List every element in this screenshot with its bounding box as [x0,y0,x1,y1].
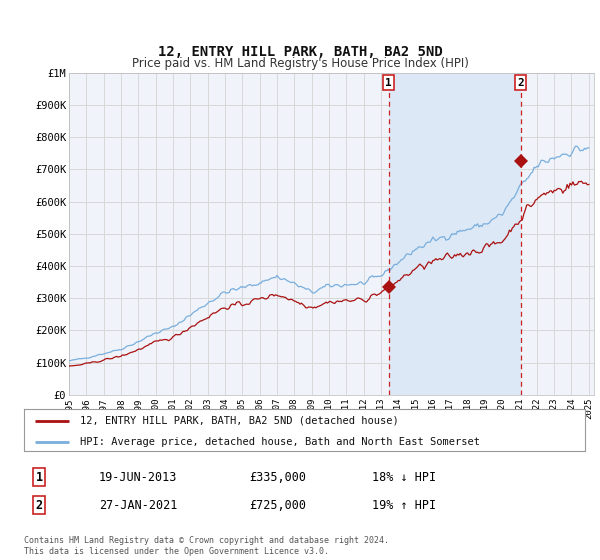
Text: Price paid vs. HM Land Registry's House Price Index (HPI): Price paid vs. HM Land Registry's House … [131,57,469,70]
Text: Contains HM Land Registry data © Crown copyright and database right 2024.
This d: Contains HM Land Registry data © Crown c… [24,536,389,556]
Text: HPI: Average price, detached house, Bath and North East Somerset: HPI: Average price, detached house, Bath… [80,437,480,446]
Text: £335,000: £335,000 [249,470,306,484]
Text: 18% ↓ HPI: 18% ↓ HPI [372,470,436,484]
Text: 1: 1 [35,470,43,484]
Bar [389,73,521,395]
Text: 1: 1 [385,78,392,87]
Text: 19% ↑ HPI: 19% ↑ HPI [372,498,436,512]
Text: 12, ENTRY HILL PARK, BATH, BA2 5ND: 12, ENTRY HILL PARK, BATH, BA2 5ND [158,45,442,59]
Text: 27-JAN-2021: 27-JAN-2021 [99,498,178,512]
Text: 2: 2 [517,78,524,87]
Text: 2: 2 [35,498,43,512]
Text: 12, ENTRY HILL PARK, BATH, BA2 5ND (detached house): 12, ENTRY HILL PARK, BATH, BA2 5ND (deta… [80,416,399,426]
Text: 19-JUN-2013: 19-JUN-2013 [99,470,178,484]
Text: £725,000: £725,000 [249,498,306,512]
